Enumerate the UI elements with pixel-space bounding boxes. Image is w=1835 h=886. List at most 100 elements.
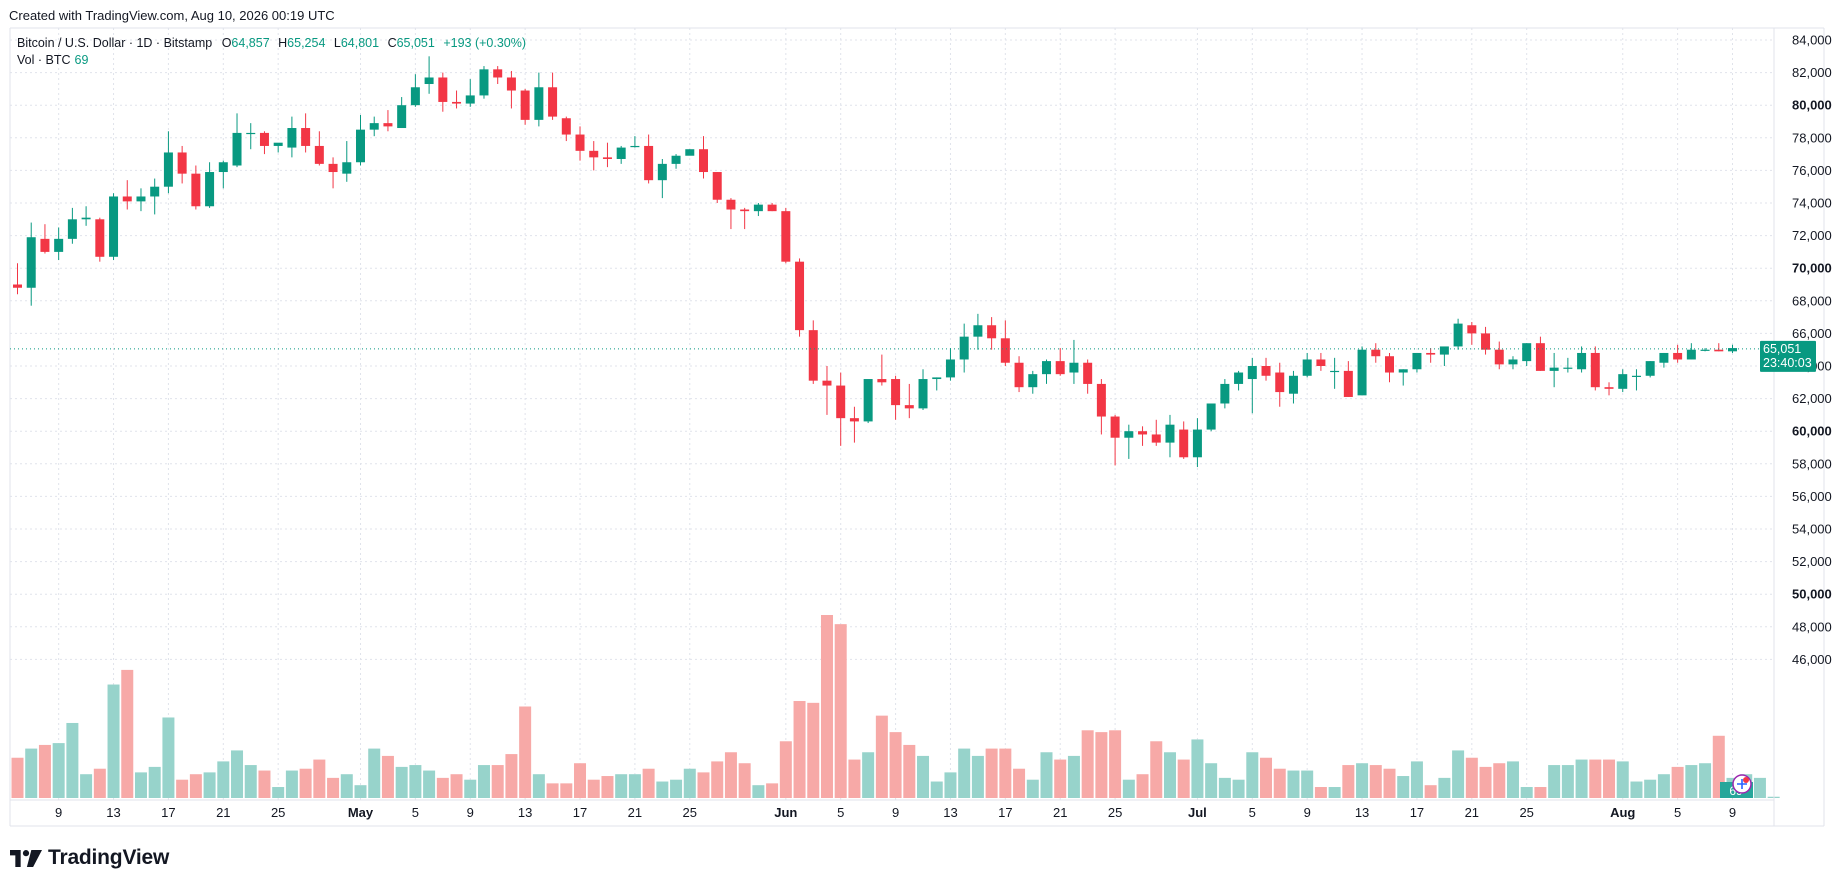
volume-bar[interactable]	[1356, 763, 1369, 798]
volume-bar[interactable]	[1397, 776, 1410, 798]
volume-bar[interactable]	[519, 706, 532, 799]
candle[interactable]	[602, 142, 612, 168]
candle[interactable]	[26, 222, 36, 306]
candle[interactable]	[1110, 414, 1120, 466]
volume-bar[interactable]	[1314, 787, 1327, 798]
candle[interactable]	[1439, 346, 1449, 366]
candle[interactable]	[1042, 359, 1051, 384]
volume-bar[interactable]	[25, 748, 38, 798]
volume-bar[interactable]	[1603, 759, 1616, 798]
volume-bar[interactable]	[820, 615, 833, 798]
volume-bar[interactable]	[711, 761, 724, 798]
volume-bar[interactable]	[642, 768, 655, 798]
candle[interactable]	[424, 56, 434, 94]
candle[interactable]	[753, 203, 763, 217]
candle[interactable]	[1590, 346, 1600, 391]
candle[interactable]	[246, 123, 256, 150]
candle[interactable]	[1124, 424, 1134, 459]
candle[interactable]	[671, 154, 681, 169]
volume-bar[interactable]	[1452, 750, 1465, 798]
volume-bar[interactable]	[738, 763, 751, 798]
candle[interactable]	[1604, 382, 1614, 396]
candle[interactable]	[863, 379, 873, 424]
volume-bar[interactable]	[1657, 774, 1670, 798]
volume-bar[interactable]	[862, 752, 875, 798]
candle[interactable]	[177, 145, 187, 184]
volume-bar[interactable]	[903, 744, 916, 798]
candle[interactable]	[561, 116, 571, 142]
volume-bar[interactable]	[1342, 765, 1355, 798]
volume-bar[interactable]	[834, 624, 847, 798]
volume-bar[interactable]	[1520, 787, 1533, 798]
candle[interactable]	[767, 203, 777, 212]
candle[interactable]	[383, 110, 393, 132]
volume-bar[interactable]	[1301, 770, 1314, 798]
volume-bar[interactable]	[1328, 787, 1341, 798]
volume-bar[interactable]	[917, 755, 930, 798]
candle[interactable]	[836, 372, 846, 446]
volume-bar[interactable]	[464, 779, 477, 798]
volume-bar[interactable]	[121, 669, 134, 798]
candle[interactable]	[891, 375, 901, 420]
volume-bar[interactable]	[1685, 765, 1698, 798]
candle[interactable]	[493, 66, 503, 85]
volume-bar[interactable]	[1205, 763, 1218, 798]
candle[interactable]	[150, 178, 160, 215]
candle[interactable]	[67, 207, 77, 244]
candle[interactable]	[1192, 418, 1202, 468]
candle[interactable]	[1577, 346, 1587, 373]
candle[interactable]	[795, 258, 805, 337]
volume-bar[interactable]	[1026, 779, 1039, 798]
candle[interactable]	[301, 113, 311, 153]
volume-bar[interactable]	[1218, 777, 1231, 798]
candle[interactable]	[1673, 344, 1683, 363]
volume-bar[interactable]	[1273, 768, 1286, 798]
candle[interactable]	[1330, 357, 1340, 389]
volume-bar[interactable]	[231, 750, 244, 798]
volume-bar[interactable]	[958, 748, 971, 798]
volume-bar[interactable]	[477, 765, 490, 798]
candle[interactable]	[479, 66, 489, 99]
volume-bar[interactable]	[80, 774, 93, 798]
volume-bar[interactable]	[1369, 765, 1382, 798]
candle[interactable]	[13, 263, 22, 295]
volume-bar[interactable]	[272, 787, 285, 798]
volume-bar[interactable]	[1465, 757, 1478, 798]
candle[interactable]	[657, 158, 667, 199]
candle[interactable]	[849, 406, 859, 443]
volume-bar[interactable]	[1479, 766, 1492, 798]
candle[interactable]	[465, 79, 475, 107]
candle[interactable]	[273, 142, 283, 153]
volume-bar[interactable]	[848, 759, 861, 798]
volume-bar[interactable]	[52, 743, 65, 798]
volume-bar[interactable]	[889, 732, 902, 798]
candle[interactable]	[397, 97, 407, 129]
candle[interactable]	[644, 134, 654, 184]
volume-bar[interactable]	[1013, 768, 1026, 798]
volume-bar[interactable]	[1589, 759, 1602, 798]
volume-bar[interactable]	[1438, 777, 1451, 798]
candle[interactable]	[1398, 369, 1408, 386]
tradingview-logo[interactable]: TradingView	[10, 846, 169, 870]
candle[interactable]	[191, 165, 201, 210]
candle[interactable]	[1563, 357, 1573, 373]
candle[interactable]	[520, 88, 530, 125]
candle[interactable]	[1234, 370, 1244, 391]
candle[interactable]	[918, 369, 928, 411]
candle[interactable]	[575, 126, 585, 161]
candle[interactable]	[1481, 326, 1491, 355]
volume-bar[interactable]	[258, 770, 271, 798]
volume-bar[interactable]	[327, 777, 340, 798]
volume-bar[interactable]	[697, 772, 710, 798]
candle[interactable]	[1508, 356, 1518, 370]
candle[interactable]	[1014, 356, 1024, 393]
candle[interactable]	[287, 116, 297, 158]
volume-bar[interactable]	[505, 754, 518, 798]
volume-bar[interactable]	[807, 702, 820, 798]
candle[interactable]	[1371, 343, 1381, 363]
volume-bar[interactable]	[546, 783, 559, 798]
volume-bar[interactable]	[107, 684, 120, 798]
candle[interactable]	[259, 131, 269, 155]
volume-bar[interactable]	[354, 785, 367, 798]
candle[interactable]	[822, 366, 832, 415]
